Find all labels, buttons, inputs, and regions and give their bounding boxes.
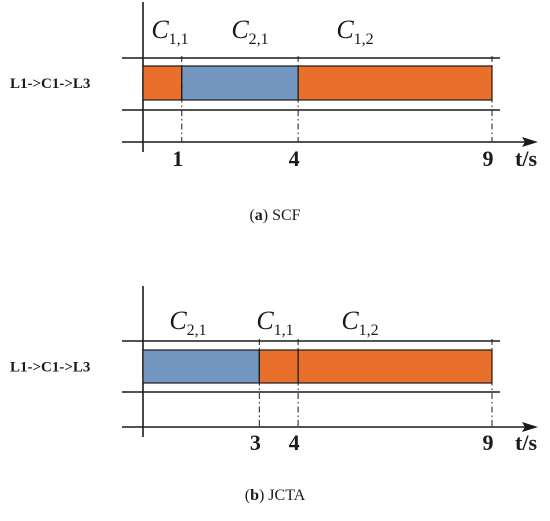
axis-unit-label: t/s (515, 146, 537, 171)
segment-label: C2,1 (231, 15, 268, 48)
tick-label: 1 (172, 146, 183, 171)
tick-label: 4 (289, 430, 300, 455)
segment-label: C1,1 (151, 15, 188, 48)
segment-bar (142, 65, 183, 101)
segment-bar (142, 349, 260, 384)
segment-label-main: C (341, 306, 359, 335)
caption-text: SCF (272, 207, 301, 224)
caption-text: JCTA (268, 487, 305, 504)
segment-bar (258, 349, 299, 384)
segment-label-main: C (256, 306, 274, 335)
segment-label-subscript: 1,1 (274, 322, 294, 339)
segment-label-subscript: 2,1 (249, 31, 269, 48)
segment-label-main: C (231, 15, 249, 44)
segment-bar (297, 65, 493, 101)
segment-label-main: C (151, 15, 169, 44)
segment-label-subscript: 1,2 (359, 322, 379, 339)
segment-bar (181, 65, 299, 101)
segment-label-subscript: 1,1 (169, 31, 189, 48)
segment-label: C2,1 (169, 306, 206, 339)
caption-letter: a (255, 207, 263, 224)
tick-label: 3 (250, 430, 261, 455)
segment-label-subscript: 1,2 (354, 31, 374, 48)
segment-label: C1,2 (341, 306, 378, 339)
panel-caption: (a) SCF (249, 207, 300, 224)
panel-caption: (b) JCTA (245, 487, 306, 504)
axis-arrow-icon (522, 137, 538, 147)
tick-label: 4 (289, 146, 300, 171)
axis-arrow-icon (522, 422, 538, 432)
row-label: L1->C1->L3 (10, 360, 90, 376)
axis-unit-label: t/s (515, 430, 537, 455)
segment-label-main: C (169, 306, 187, 335)
row-label: L1->C1->L3 (10, 76, 90, 92)
segment-label-main: C (336, 15, 354, 44)
segment-label: C1,2 (336, 15, 373, 48)
segment-label: C1,1 (256, 306, 293, 339)
caption-letter: b (250, 487, 259, 504)
tick-label: 9 (483, 430, 494, 455)
segment-bar (297, 349, 493, 384)
tick-label: 9 (483, 146, 494, 171)
segment-label-subscript: 2,1 (187, 322, 207, 339)
